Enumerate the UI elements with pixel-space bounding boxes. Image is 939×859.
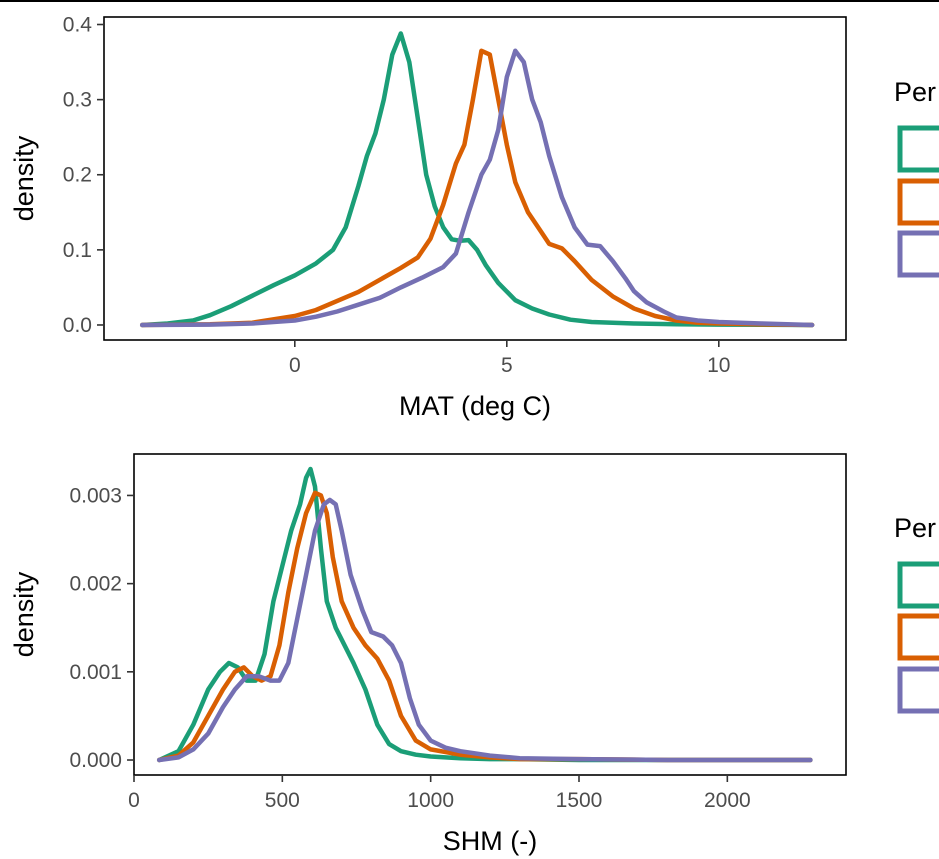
x-tick-label: 0 [289, 354, 301, 377]
y-tick-label: 0.000 [69, 749, 122, 772]
x-axis-title: SHM (-) [443, 826, 537, 856]
x-tick-label: 1000 [407, 789, 454, 812]
chart-panel-1: 0 5 10 0.0 0.1 0.2 0.3 0.4 MAT (deg C) density Per [9, 14, 939, 421]
x-axis-title: MAT (deg C) [399, 391, 551, 421]
x-tick-label: 500 [265, 789, 300, 812]
legend-title: Per [894, 513, 936, 543]
y-tick-label: 0.1 [63, 239, 92, 262]
plot-panel-border [133, 453, 847, 776]
legend-swatch-3 [897, 666, 939, 714]
x-tick-label: 10 [707, 354, 730, 377]
y-axis-title: density [9, 571, 39, 657]
y-tick-label: 0.3 [63, 89, 92, 112]
series-line-2 [156, 490, 813, 763]
legend-swatch-2 [897, 613, 939, 661]
y-tick-label: 0.001 [69, 661, 122, 684]
legend: Per [894, 513, 939, 714]
series-line-3 [156, 497, 813, 763]
x-tick-label: 2000 [704, 789, 751, 812]
legend-swatch-1 [897, 561, 939, 609]
series-line-1 [156, 466, 813, 763]
series-line-2 [139, 48, 815, 328]
x-tick-label: 1500 [556, 789, 603, 812]
y-tick-label: 0.002 [69, 573, 122, 596]
y-axis-title: density [9, 135, 39, 221]
legend-swatch-2 [897, 178, 939, 226]
top-border-line [0, 0, 939, 2]
plot-panel-border [103, 16, 847, 341]
series-line-1 [139, 31, 815, 328]
legend: Per [894, 77, 939, 278]
x-tick-label: 0 [128, 789, 140, 812]
y-tick-label: 0.4 [63, 14, 93, 37]
series-line-3 [139, 48, 815, 328]
y-tick-label: 0.003 [69, 484, 122, 507]
y-tick-label: 0.0 [63, 314, 92, 337]
y-tick-label: 0.2 [63, 164, 92, 187]
legend-swatch-3 [897, 230, 939, 278]
x-tick-label: 5 [501, 354, 513, 377]
chart-panel-2: 0 500 1000 1500 2000 0.000 0.001 0.002 0.003 SHM … [9, 453, 939, 856]
legend-swatch-1 [897, 125, 939, 173]
legend-title: Per [894, 77, 936, 107]
